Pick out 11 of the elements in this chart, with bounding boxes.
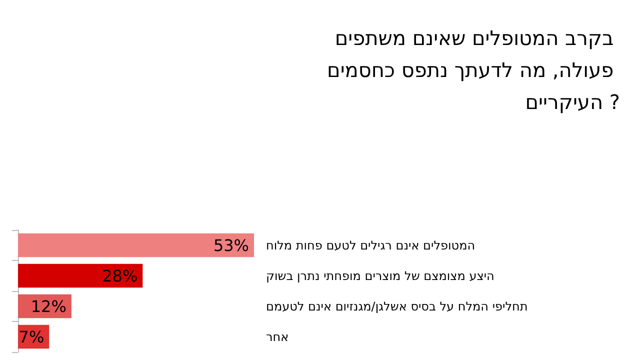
data-label: 53% xyxy=(213,236,249,255)
text: בקרב המטופלים שאינם משתפים פעולה, מה לדעתך נתפס כחסמים העיקריים ? xyxy=(327,26,620,114)
bar xyxy=(18,233,254,258)
y-tick-label: המטופלים אינם רגילים לטעם פחות מלוח xyxy=(266,238,476,252)
y-tick-label: תחליפי המלח על בסיס אשלגן/מגנזיום אינם לטעמם xyxy=(266,299,528,314)
data-label: 7% xyxy=(18,327,44,346)
data-label: 28% xyxy=(102,266,138,286)
data-label: 12% xyxy=(30,296,66,316)
y-tick-label: היצע מצומצם של מוצרים מופחתי נתרן בשוק xyxy=(266,268,494,283)
y-tick-label: אחר xyxy=(266,330,289,344)
bar xyxy=(18,264,143,288)
